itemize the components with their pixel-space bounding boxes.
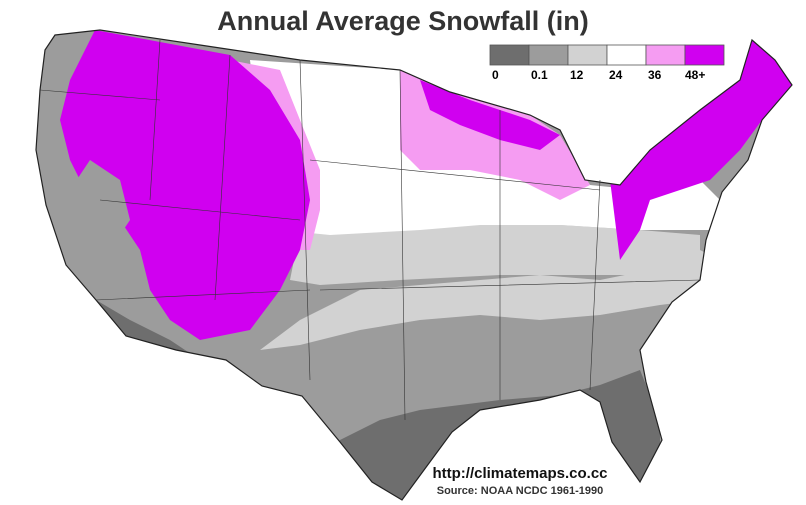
zone-superior (420, 80, 560, 150)
legend-label: 0.1 (531, 68, 548, 82)
source: Source: NOAA NCDC 1961-1990 (437, 485, 603, 497)
us-outline (35, 29, 793, 501)
state-lines (39, 39, 701, 421)
zone-northeast (610, 40, 792, 260)
legend-label: 0 (492, 68, 499, 82)
zone-mid2 (290, 225, 700, 285)
legend-swatch (684, 44, 725, 66)
legend-swatch (645, 44, 686, 66)
legend-swatch (606, 44, 647, 66)
legend-swatch (489, 44, 530, 66)
legend-label: 24 (609, 68, 623, 82)
zone-mid (260, 250, 720, 350)
title: Annual Average Snowfall (in) (217, 6, 589, 36)
legend-label: 12 (570, 68, 584, 82)
url: http://climatemaps.co.cc (432, 465, 607, 482)
legend-swatch (528, 44, 569, 66)
legend-label: 36 (648, 68, 662, 82)
zone-basin (70, 160, 130, 250)
legend: 0 0.1 12 24 36 48+ (489, 44, 725, 82)
legend-label: 48+ (685, 68, 705, 82)
legend-swatch (567, 44, 608, 66)
zone-mountains (60, 30, 310, 340)
